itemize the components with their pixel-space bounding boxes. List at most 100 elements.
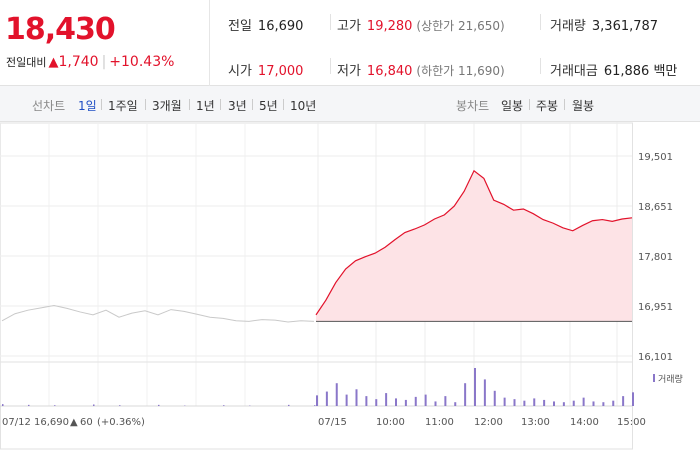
low-label: 저가 [337, 64, 361, 79]
volume-bar [325, 391, 328, 406]
prev-day-change-label: 60 [80, 417, 93, 428]
volume-legend-swatch [653, 374, 655, 382]
tab-monthly-candle[interactable]: 월봉 [572, 99, 595, 113]
prev-close-value: 16,690 [257, 19, 304, 34]
open-price: 시가 17,000 [228, 60, 303, 79]
divider [540, 58, 541, 74]
low-price: 저가 16,840 (하한가 11,690) [337, 60, 505, 79]
volume-bar [54, 405, 56, 406]
volume-bar [385, 393, 388, 406]
today-area-fill [316, 170, 632, 322]
volume-bar [454, 402, 457, 406]
x-tick-label: 11:00 [425, 417, 454, 428]
divider [283, 99, 284, 110]
upper-limit: (상한가 21,650) [416, 19, 505, 33]
up-arrow-icon: ▲ [70, 417, 78, 428]
volume-bar [434, 401, 437, 406]
today-series [315, 169, 633, 322]
y-tick-label: 18,651 [638, 202, 673, 213]
up-arrow-icon: ▲ [48, 55, 59, 70]
prev-close: 전일 16,690 [228, 15, 303, 34]
quote-panel: 18,430 전일대비 ▲1,740 | +10.43% 전일 16,690 고가 19,… [0, 0, 700, 86]
divider [189, 99, 190, 110]
divider [540, 14, 541, 30]
tab-10y[interactable]: 10년 [290, 99, 317, 113]
prev-day-close-label: 16,690 [34, 417, 69, 428]
volume: 거래량 3,361,787 [550, 15, 658, 34]
volume-bar [553, 401, 555, 406]
x-tick-label: 10:00 [376, 417, 405, 428]
volume-bar [414, 396, 417, 406]
volume-bar [365, 396, 368, 406]
current-price: 18,430 [5, 12, 116, 47]
candle-chart-title: 봉차트 [456, 99, 490, 113]
high-price: 고가 19,280 (상한가 21,650) [337, 15, 505, 34]
volume-bar [483, 379, 486, 406]
volume-bar [533, 398, 536, 406]
y-tick-label: 16,951 [638, 302, 673, 313]
divider [330, 58, 331, 74]
change-row: 전일대비 ▲1,740 | +10.43% [6, 54, 174, 70]
tab-3y[interactable]: 3년 [228, 99, 247, 113]
volume-bar [612, 400, 615, 406]
volume-bar [464, 383, 467, 406]
chart-tab-bar: 선차트 1일 1주일 3개월 1년 3년 5년 10년 봉차트 일봉 주봉 월봉 [0, 86, 700, 122]
volume-bar [523, 400, 526, 406]
volume-bar [28, 404, 30, 406]
volume-bar [288, 404, 290, 406]
volume-bar [119, 405, 121, 406]
x-axis: 07/12 16,690 ▲ 60 (+0.36%) 07/15 10:00 11:00 12:… [2, 417, 646, 428]
x-tick-label: 12:00 [474, 417, 503, 428]
high-value: 19,280 [366, 19, 413, 34]
volume-value: 3,361,787 [591, 19, 659, 34]
y-tick-label: 16,101 [638, 352, 673, 363]
price-box: 18,430 전일대비 ▲1,740 | +10.43% [0, 0, 210, 86]
tab-1w[interactable]: 1주일 [108, 99, 138, 113]
volume-bar [562, 402, 565, 406]
open-value: 17,000 [257, 64, 304, 79]
volume-chart: 거래량 [2, 368, 683, 406]
volume-bar [158, 404, 160, 406]
volume-bar [314, 405, 316, 406]
tab-1y[interactable]: 1년 [196, 99, 215, 113]
y-tick-label: 17,801 [638, 252, 673, 263]
lower-limit: (하한가 11,690) [416, 64, 505, 78]
tab-5y[interactable]: 5년 [259, 99, 278, 113]
change-percent: +10.43% [109, 54, 175, 70]
line-chart-title: 선차트 [32, 99, 66, 113]
tab-3m[interactable]: 3개월 [152, 99, 182, 113]
divider [564, 99, 565, 110]
volume-bar [316, 395, 318, 406]
y-tick-label: 19,501 [638, 152, 673, 163]
high-label: 고가 [337, 19, 361, 34]
x-tick-label: 14:00 [570, 417, 599, 428]
volume-bar [355, 389, 358, 406]
volume-bar [543, 399, 546, 406]
prev-day-price-line [1, 304, 315, 323]
volume-bar [622, 396, 625, 406]
volume-bar [503, 397, 506, 406]
divider [145, 99, 146, 110]
x-tick-label: 13:00 [521, 417, 550, 428]
volume-bar [493, 390, 496, 406]
volume-bar [424, 394, 427, 406]
prev-close-label: 전일 [228, 19, 252, 34]
trade-value-value: 61,886 백만 [603, 64, 678, 79]
tab-1d[interactable]: 1일 [78, 99, 97, 113]
today-price-line [315, 169, 633, 316]
change-caption: 전일대비 [6, 56, 47, 69]
y-axis: 19,501 18,651 17,801 16,951 16,101 [638, 152, 673, 363]
divider [101, 99, 102, 110]
volume-bar [2, 404, 4, 406]
price-chart: 19,501 18,651 17,801 16,951 16,101 거래량 07/12… [0, 122, 683, 450]
tab-weekly-candle[interactable]: 주봉 [536, 99, 559, 113]
volume-bar [602, 402, 605, 406]
prev-day-line [1, 304, 315, 323]
volume-bar [572, 400, 575, 406]
tab-daily-candle[interactable]: 일봉 [501, 99, 524, 113]
low-value: 16,840 [366, 64, 413, 79]
divider [330, 14, 331, 30]
volume-bar [345, 394, 348, 406]
volume-bar [93, 404, 95, 406]
divider: | [101, 54, 107, 70]
